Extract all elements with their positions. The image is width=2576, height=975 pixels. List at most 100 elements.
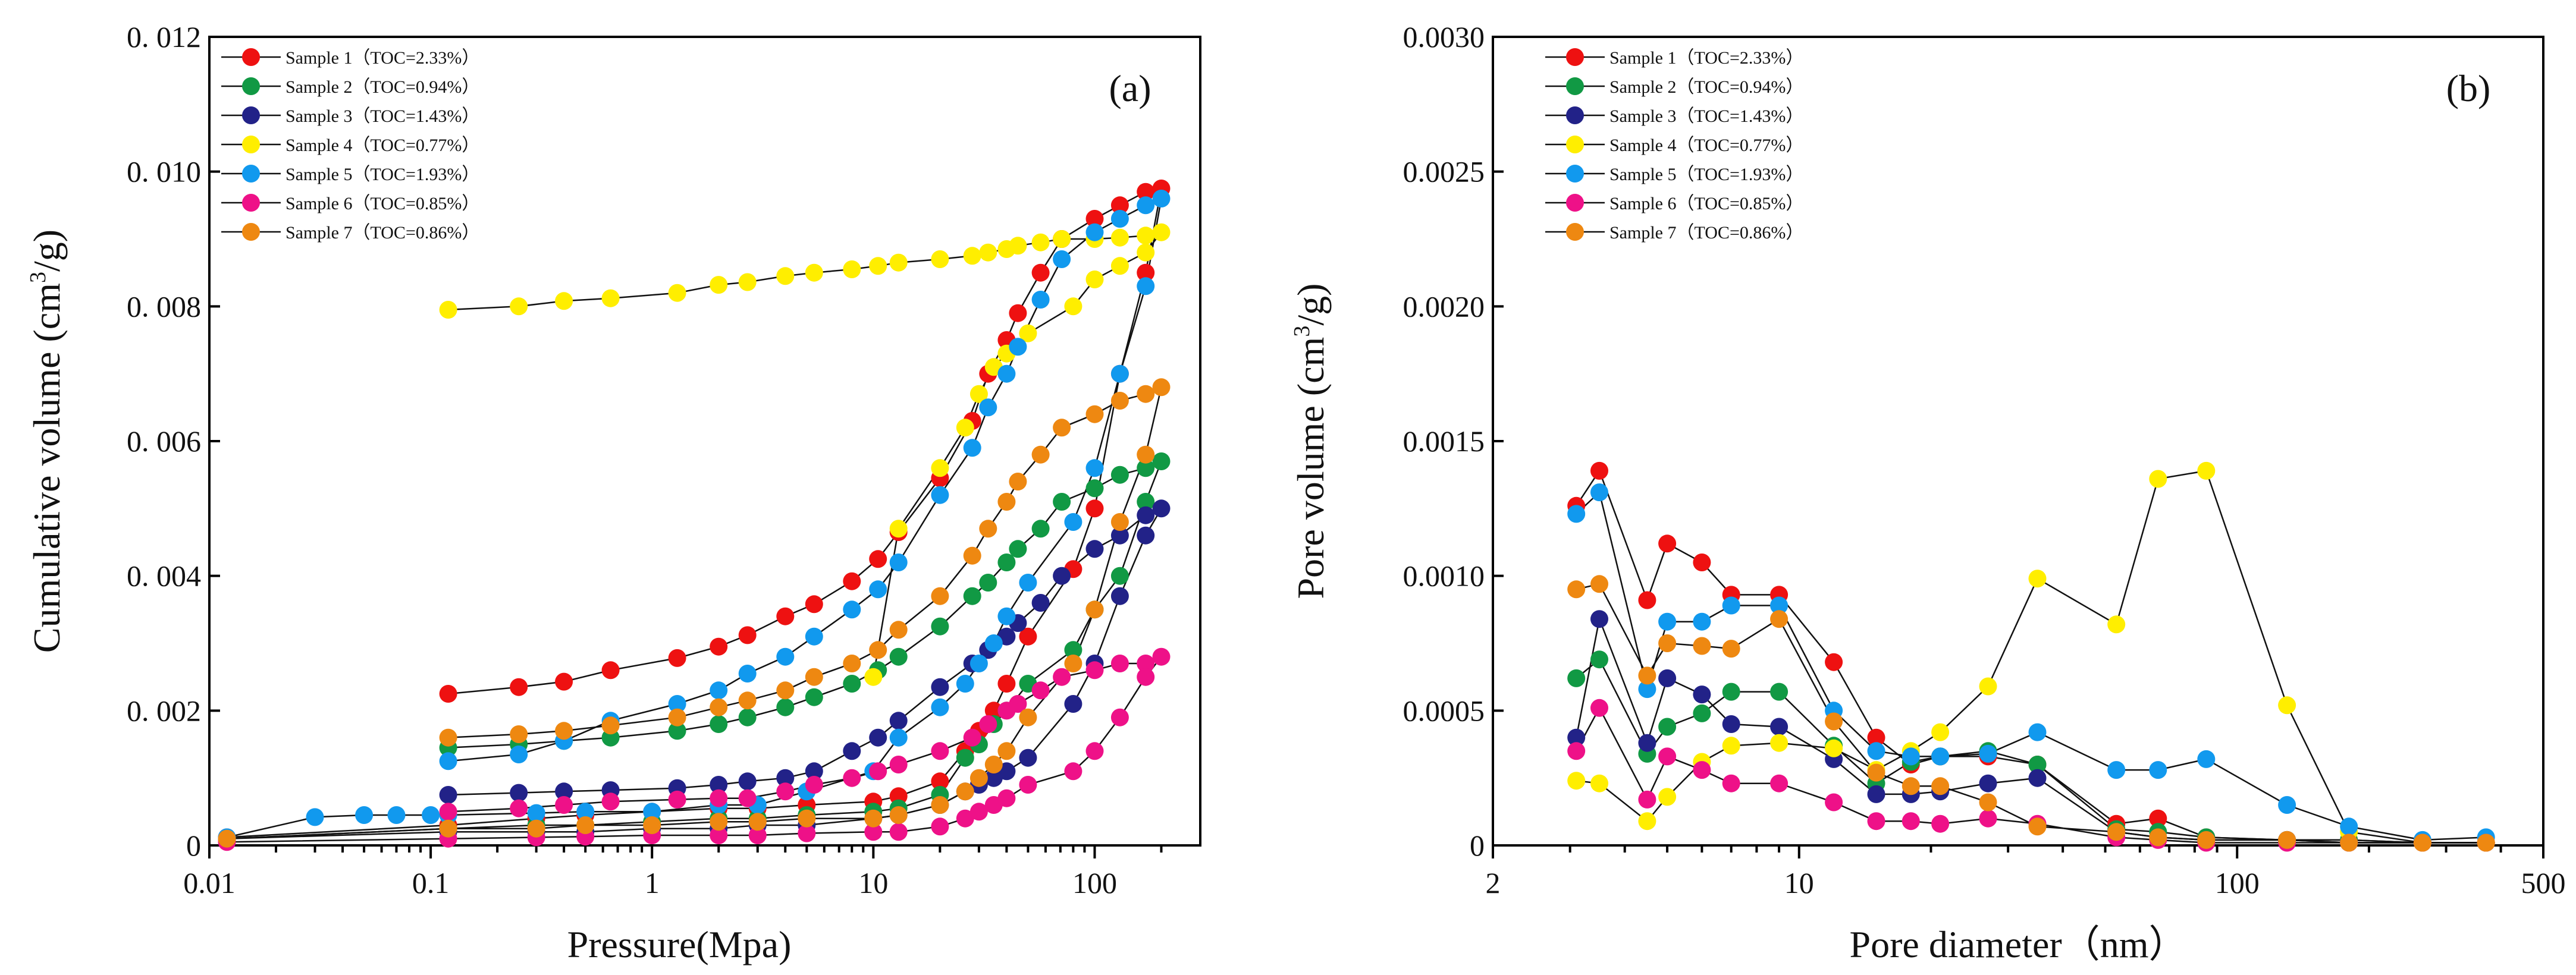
- data-point-a-6: [1152, 647, 1171, 666]
- data-point-b-7: [1693, 637, 1711, 655]
- data-point-a-5: [776, 647, 795, 666]
- data-point-b-3: [1867, 785, 1885, 803]
- data-point-a-7: [439, 728, 457, 747]
- series-b: [1567, 461, 2495, 852]
- data-point-a-5: [527, 804, 545, 822]
- series-line-b-1: [1576, 469, 2486, 844]
- data-point-b-7: [2149, 828, 2167, 847]
- data-point-b-7: [1902, 777, 1920, 795]
- data-point-b-4: [1638, 812, 1656, 831]
- data-point-a-5: [997, 364, 1016, 383]
- data-point-a-7: [748, 813, 767, 831]
- data-point-a-2: [843, 675, 861, 693]
- legend-label-b: Sample 6（TOC=0.85%）: [1609, 194, 1803, 213]
- data-point-a-6: [439, 803, 457, 821]
- data-point-a-7: [931, 796, 949, 814]
- data-point-a-3: [984, 769, 1003, 787]
- y-axis-title-a: Cumulative volume (cm3/g): [26, 229, 68, 653]
- data-point-a-3: [1110, 587, 1129, 605]
- data-point-b-5: [2028, 723, 2047, 741]
- data-point-a-7: [805, 668, 823, 686]
- data-point-a-3: [1064, 695, 1083, 713]
- data-point-a-4: [439, 301, 457, 319]
- data-point-a-4: [931, 250, 949, 268]
- data-point-b-7: [1638, 666, 1656, 685]
- data-point-b-3: [2028, 769, 2047, 787]
- data-point-a-7: [776, 681, 795, 700]
- x-tick-label-b: 10: [1784, 866, 1814, 899]
- legend-label-b: Sample 4（TOC=0.77%）: [1609, 136, 1803, 155]
- y-tick-label-b: 0: [1470, 829, 1485, 862]
- data-point-b-2: [2028, 756, 2047, 773]
- legend-label-b: Sample 1（TOC=2.33%）: [1609, 48, 1803, 68]
- data-point-a-3: [805, 762, 823, 781]
- series-line-a-4: [448, 231, 1163, 677]
- data-point-a-6: [798, 824, 816, 842]
- data-point-b-5: [2340, 817, 2358, 836]
- data-point-b-7: [1770, 610, 1789, 628]
- series-line-a-5: [227, 197, 1163, 838]
- data-point-b-3: [1590, 610, 1608, 628]
- x-tick-label-b: 100: [2215, 866, 2260, 899]
- data-point-a-7: [643, 816, 661, 834]
- series-line-a-1: [227, 187, 1163, 838]
- data-point-a-6: [601, 792, 620, 811]
- data-point-a-3: [776, 769, 795, 787]
- data-point-a-7: [1110, 513, 1129, 531]
- data-point-a-5: [1085, 459, 1104, 477]
- data-point-a-2: [1110, 466, 1129, 484]
- data-point-a-3: [843, 742, 861, 760]
- data-point-b-4: [2197, 461, 2216, 480]
- data-point-a-7: [555, 722, 573, 740]
- legend-marker-a: [242, 194, 260, 212]
- data-point-a-5: [969, 655, 988, 672]
- data-point-a-1: [710, 637, 728, 656]
- data-point-a-5: [984, 634, 1003, 652]
- data-point-a-4: [969, 385, 988, 403]
- data-point-a-5: [643, 803, 661, 821]
- data-point-a-5: [1009, 338, 1027, 356]
- data-point-a-6: [956, 809, 974, 828]
- data-point-b-5: [1770, 596, 1789, 615]
- data-point-a-2: [1009, 540, 1027, 558]
- plot-frame-b: [1492, 36, 2544, 847]
- data-point-a-7: [1137, 385, 1155, 403]
- data-point-a-3: [1031, 594, 1050, 612]
- data-point-b-7: [2197, 831, 2216, 849]
- data-point-a-3: [1085, 540, 1104, 558]
- data-point-a-4: [869, 257, 887, 275]
- data-point-b-4: [1931, 723, 1950, 741]
- data-point-b-5: [1979, 744, 1997, 763]
- panel-label-b: (b): [2446, 67, 2491, 109]
- data-point-b-3: [1770, 718, 1789, 736]
- data-point-a-3: [1152, 499, 1171, 518]
- data-point-a-4: [889, 253, 908, 272]
- data-point-a-1: [843, 572, 861, 590]
- data-point-a-6: [1137, 655, 1155, 672]
- data-point-a-1: [776, 607, 795, 625]
- data-point-b-4: [2107, 615, 2126, 634]
- data-point-a-1: [738, 626, 757, 644]
- data-point-a-2: [1110, 567, 1129, 585]
- data-point-a-6: [889, 823, 908, 841]
- data-point-a-1: [1110, 196, 1129, 215]
- data-point-a-5: [1031, 291, 1050, 309]
- data-point-a-6: [710, 826, 728, 844]
- y-tick-label-a: 0. 006: [127, 424, 201, 458]
- legend-marker-b: [1566, 165, 1584, 183]
- data-point-b-5: [1590, 483, 1608, 502]
- x-tick-label-b: 500: [2521, 866, 2566, 899]
- data-point-a-7: [864, 809, 883, 828]
- data-point-a-5: [889, 553, 908, 571]
- data-point-a-5: [979, 398, 997, 417]
- data-point-a-5: [439, 752, 457, 770]
- data-point-a-6: [668, 790, 686, 809]
- data-point-a-5: [889, 728, 908, 747]
- series-line-b-4: [1576, 470, 2486, 844]
- data-point-a-3: [738, 772, 757, 791]
- data-point-a-2: [931, 617, 949, 636]
- legend-marker-a: [242, 136, 260, 153]
- data-point-b-5: [1867, 742, 1885, 760]
- data-point-b-2: [1590, 650, 1608, 669]
